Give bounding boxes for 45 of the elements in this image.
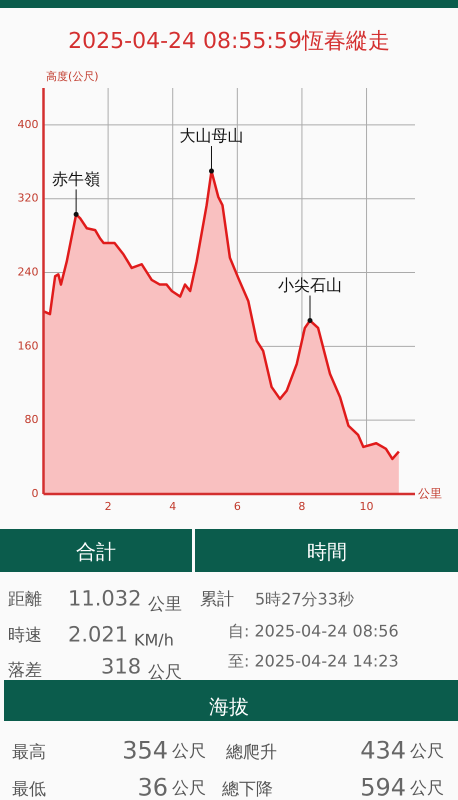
text: 公尺 [410, 742, 444, 762]
text: 總下降 [221, 780, 273, 800]
text: 354 [122, 736, 168, 765]
text: 時間 [307, 539, 347, 564]
text: 距離 [8, 590, 42, 610]
text: 11.032 [68, 586, 142, 611]
text: 最低 [12, 780, 46, 800]
y-tick-label: 0 [32, 487, 38, 500]
text: 至: 2025-04-24 14:23 [228, 651, 399, 670]
text: KM/h [134, 630, 174, 650]
x-tick-label: 6 [234, 500, 241, 514]
text: 434 [360, 736, 406, 765]
text: 時速 [8, 626, 42, 646]
text: 318 [101, 654, 142, 679]
chart-title: 2025-04-24 08:55:59恆春縱走 [68, 29, 390, 54]
text: 公尺 [172, 742, 206, 762]
text: 公尺 [410, 778, 444, 799]
annotation: 大山母山 [179, 126, 244, 146]
x-tick-label: 2 [104, 500, 112, 514]
text: 公里 [148, 594, 182, 615]
x-tick-label: 8 [298, 500, 306, 514]
text: 累計 [200, 590, 234, 610]
y-tick-label: 240 [18, 266, 38, 279]
y-tick-label: 320 [18, 192, 38, 205]
y-tick-label: 400 [18, 118, 38, 131]
y-axis-title: 高度(公尺) [46, 70, 99, 83]
text: 海拔 [209, 694, 249, 718]
text: 公尺 [172, 778, 206, 799]
text: 2.021 [68, 622, 128, 647]
x-tick-label: 4 [169, 500, 176, 514]
text: 5時27分33秒 [255, 589, 354, 608]
annotation: 赤牛嶺 [52, 169, 100, 188]
text: 自: 2025-04-24 08:56 [228, 621, 399, 640]
text: 總爬升 [225, 742, 277, 763]
text: 36 [137, 774, 168, 800]
text: 公尺 [148, 662, 182, 683]
text: 最高 [12, 742, 46, 763]
text: 合計 [76, 539, 116, 564]
text: 落差 [8, 660, 42, 681]
text: 594 [360, 774, 406, 800]
annotation: 小尖石山 [278, 276, 342, 295]
x-tick-label: 10 [360, 500, 374, 514]
y-tick-label: 80 [24, 413, 38, 426]
y-tick-label: 160 [18, 339, 38, 352]
x-axis-title: 公里 [418, 486, 442, 500]
